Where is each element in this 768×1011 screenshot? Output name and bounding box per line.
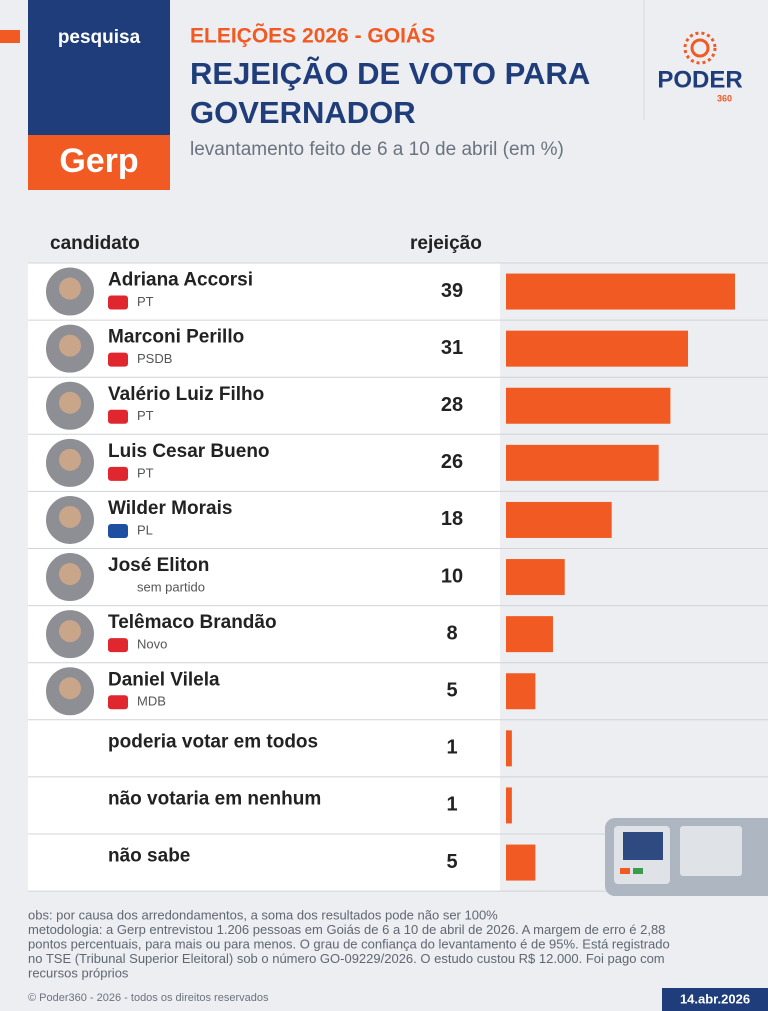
- value-label: 1: [446, 794, 457, 816]
- value-label: 5: [446, 680, 457, 702]
- title: REJEIÇÃO DE VOTO PARA: [190, 56, 590, 91]
- note: pontos percentuais, para mais ou para me…: [28, 936, 670, 951]
- party: sem partido: [137, 579, 205, 594]
- bar: [506, 730, 512, 767]
- value-label: 18: [441, 508, 463, 530]
- candidate: Luis Cesar Bueno: [108, 441, 270, 462]
- value-label: 1: [446, 737, 457, 759]
- candidate: José Eliton: [108, 555, 209, 576]
- party: PSDB: [137, 351, 172, 366]
- brand-box: [28, 135, 170, 190]
- avatar-face: [59, 620, 81, 643]
- bar: [506, 387, 671, 424]
- avatar-face: [59, 334, 81, 357]
- date: 14.abr.2026: [680, 991, 750, 1006]
- party-icon: [108, 466, 128, 481]
- party: PT: [137, 465, 154, 480]
- note: obs: por causa dos arredondamentos, a so…: [28, 907, 498, 922]
- party: Novo: [137, 637, 167, 652]
- subtitle: levantamento feito de 6 a 10 de abril (e…: [190, 139, 564, 160]
- table-panel: [28, 263, 500, 891]
- party-icon: [108, 409, 128, 424]
- value-label: 5: [446, 851, 457, 873]
- category-header: candidato: [50, 233, 140, 254]
- value-label: 31: [441, 337, 463, 359]
- footer: obs: por causa dos arredondamentos, a so…: [28, 907, 670, 1003]
- party-icon: [108, 295, 128, 310]
- avatar-face: [59, 563, 81, 586]
- bar: [506, 501, 612, 538]
- party-icon: [108, 695, 128, 710]
- tag-box: [28, 0, 170, 135]
- candidate: Marconi Perillo: [108, 327, 244, 348]
- bar: [506, 559, 565, 596]
- kicker: ELEIÇÕES 2026 - GOIÁS: [190, 24, 435, 48]
- value-label: 28: [441, 394, 463, 416]
- title: GOVERNADOR: [190, 95, 416, 130]
- avatar-face: [59, 448, 81, 471]
- note: recursos próprios: [28, 965, 129, 980]
- logo-sun: [683, 31, 717, 65]
- avatar-face: [59, 391, 81, 414]
- note: no TSE (Tribunal Superior Eleitoral) sob…: [28, 951, 665, 966]
- avatar-face: [59, 677, 81, 700]
- avatar-face: [59, 277, 81, 300]
- tag: pesquisa: [58, 27, 141, 48]
- value-label: 39: [441, 280, 463, 302]
- party-icon: [108, 638, 128, 653]
- party: MDB: [137, 694, 166, 709]
- accent: [0, 30, 20, 43]
- bar: [506, 787, 512, 824]
- candidate: não sabe: [108, 846, 190, 867]
- value-label: 26: [441, 451, 463, 473]
- candidate: Wilder Morais: [108, 498, 232, 519]
- party: PT: [137, 294, 154, 309]
- brand: Gerp: [59, 142, 138, 180]
- date-box: [662, 988, 768, 1011]
- copyright: © Poder360 - 2026 - todos os direitos re…: [28, 992, 269, 1004]
- candidate: Valério Luiz Filho: [108, 384, 264, 405]
- bar: [506, 273, 735, 310]
- candidate: não votaria em nenhum: [108, 788, 321, 809]
- logo-sub: 360: [717, 93, 732, 103]
- party-icon: [108, 523, 128, 538]
- bar: [506, 616, 553, 653]
- bar: [506, 444, 659, 481]
- voting-machine: [605, 818, 768, 896]
- avatar-face: [59, 505, 81, 528]
- bar: [506, 673, 536, 710]
- logo: PODER: [657, 66, 742, 93]
- value-label: 8: [446, 622, 457, 644]
- value-label: 10: [441, 565, 463, 587]
- party: PL: [137, 522, 153, 537]
- value-header: rejeição: [410, 233, 482, 254]
- bar: [506, 844, 536, 881]
- candidate: Daniel Vilela: [108, 669, 220, 690]
- candidate: poderia votar em todos: [108, 731, 318, 752]
- rows: PT Adriana Accorsi 39 PSDB Marconi Perillo 31…: [28, 262, 768, 892]
- party-icon: [108, 352, 128, 367]
- note: metodologia: a Gerp entrevistou 1.206 pe…: [28, 922, 665, 937]
- candidate: Telêmaco Brandão: [108, 612, 277, 633]
- candidate: Adriana Accorsi: [108, 270, 253, 291]
- bar: [506, 330, 689, 367]
- party: PT: [137, 408, 154, 423]
